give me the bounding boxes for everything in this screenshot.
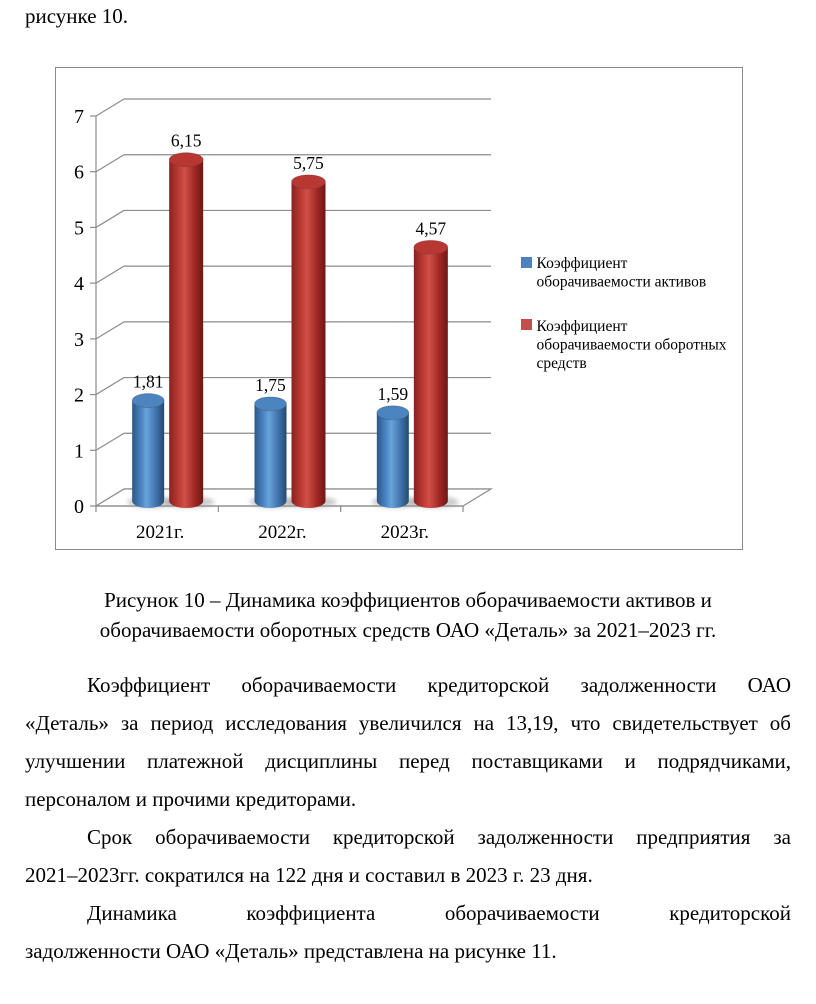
y-tick-label: 6 [74,162,84,184]
paragraph-line: «Деталь» за период исследования увеличил… [25,711,791,735]
paragraph-line: улучшении платежной дисциплины перед пос… [25,749,791,773]
bar-value-label: 6,15 [171,131,202,151]
figure-caption-line: оборачиваемости оборотных средств ОАО «Д… [99,618,717,642]
bar-value-label: 1,75 [255,375,286,395]
bar-value-label: 5,75 [293,153,324,173]
bar-cylinder-top [413,239,449,255]
figure-caption: Рисунок 10 – Динамика коэффициентов обор… [25,585,791,645]
x-category-label: 2023г. [381,522,429,543]
y-tick-label: 4 [74,273,84,295]
bar-chart-3d: 1,81 6,15 1,75 5,75 1,59 4,57 0 1 2 3 4 5 6 7 2021г. 2… [74,98,727,543]
x-category-label: 2022г. [258,522,306,543]
bar-cylinder [291,181,326,509]
bar-cylinder-top [131,393,165,408]
figure-10-chart: 1,81 6,15 1,75 5,75 1,59 4,57 0 1 2 3 4 5 6 7 2021г. 2… [55,67,743,550]
bar-cylinder [169,159,204,508]
chart-bars: 1,81 6,15 1,75 5,75 1,59 4,57 [127,131,459,509]
legend-label-line: оборачиваемости оборотных [537,336,727,353]
bar-cylinder-top [168,152,204,168]
paragraph-line: персоналом и прочими кредиторами. [25,787,357,811]
paragraph-line: Динамика коэффициента оборачиваемости кр… [87,901,791,925]
legend-label-line: Коэффициент [537,255,628,272]
bar-value-label: 1,59 [378,384,409,404]
y-tick-label: 2 [74,385,84,407]
bar-cylinder-top [254,396,287,412]
figure-caption-line: Рисунок 10 – Динамика коэффициентов обор… [104,588,712,612]
bar-cylinder [254,403,287,509]
body-text: Коэффициент оборачиваемости кредиторской… [25,666,791,970]
y-tick-label: 1 [74,440,84,462]
paragraph-line: Коэффициент оборачиваемости кредиторской… [87,673,791,697]
legend-swatch [521,319,532,330]
y-tick-label: 7 [74,106,84,128]
paragraph-line: задолженности ОАО «Деталь» представлена … [25,939,557,963]
bar-value-label: 4,57 [416,218,447,238]
y-tick-label: 3 [74,329,84,351]
legend-label-line: оборачиваемости активов [537,273,707,290]
chart-axis-labels: 0 1 2 3 4 5 6 7 2021г. 2022г. 2023г. [74,106,429,543]
y-tick-label: 0 [74,496,84,518]
bar-cylinder-top [376,405,410,421]
paragraph-line: Срок оборачиваемости кредиторской задолж… [87,825,791,849]
bar-cylinder [376,412,409,509]
bar-value-label: 1,81 [133,372,164,392]
intro-text: рисунке 10. [25,4,129,28]
y-tick-label: 5 [74,217,84,239]
paragraph-line: 2021–2023гг. сократился на 122 дня и сос… [25,863,593,887]
bar-cylinder [132,400,165,509]
legend-swatch [521,257,532,268]
legend-label-line: Коэффициент [537,318,628,335]
bar-cylinder [413,247,448,509]
bar-cylinder-top [291,174,326,190]
x-category-label: 2021г. [136,522,184,543]
legend-label-line: средств [537,355,587,372]
